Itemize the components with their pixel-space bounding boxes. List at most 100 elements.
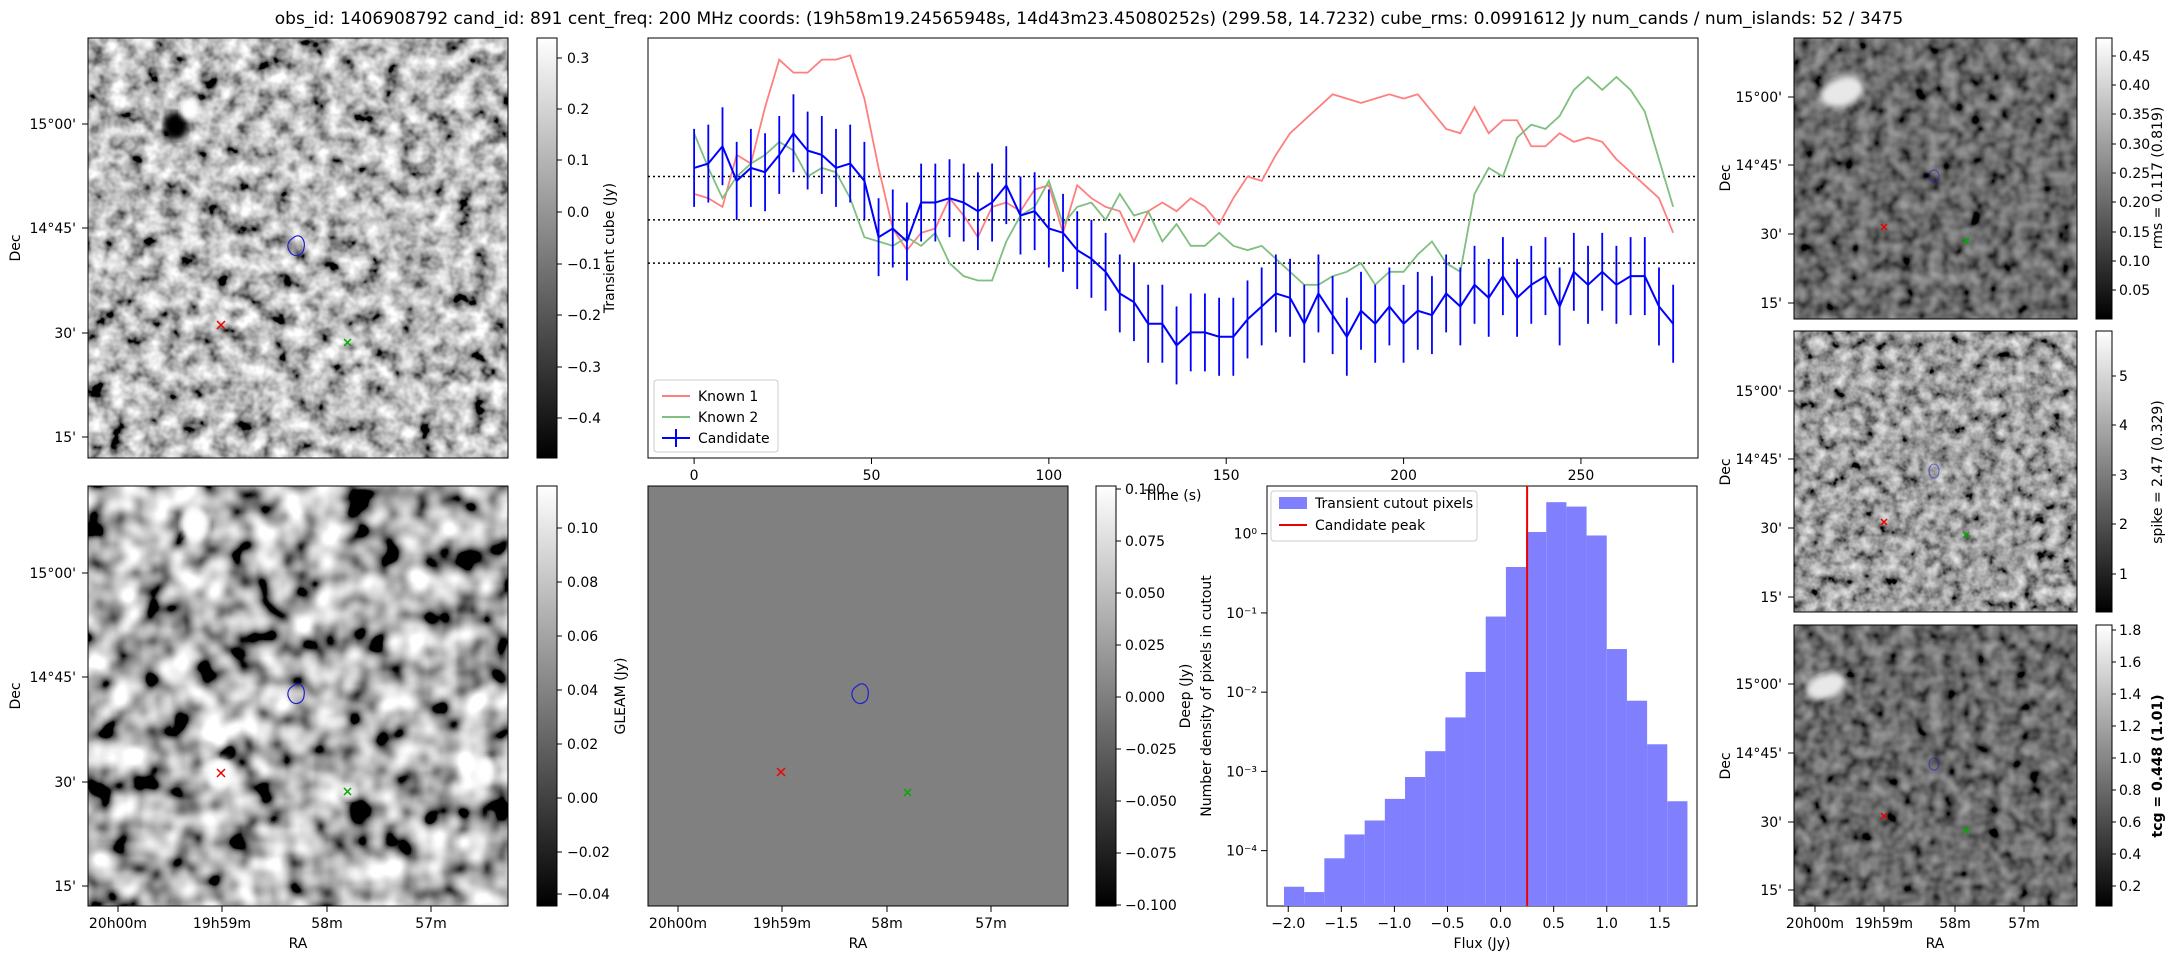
colorbar-tick-label: 0.02 [567,737,598,753]
tcg-image-frame [1793,624,2078,907]
dec-tick-label: 15°00' [1736,90,1782,106]
spike-image-panel: 15°00' 14°45' 30' 15' Dec [1718,330,2078,613]
colorbar-tick-label: 1.8 [2119,623,2141,639]
x-tick-label: 1.5 [1649,916,1671,932]
y-tick-label: 10⁻⁴ [1226,844,1257,860]
colorbar-tick-label: 0.20 [2119,195,2150,211]
colorbar-tick-label: 0.2 [567,102,589,118]
transient-colorbar: 0.3 0.2 0.1 0.0 −0.1 −0.2 −0.3 −0.4 Tran… [536,37,618,459]
y-tick-label: 10⁰ [1234,527,1258,543]
deep-source-blob [474,756,496,786]
x-tick-label: −2.0 [1271,916,1305,932]
ra-tick-label: 58m [871,916,902,932]
known-source-2-marker [1962,237,1970,245]
colorbar-tick-label: 0.8 [2119,783,2141,799]
ra-tick-label: 19h59m [193,916,251,932]
colorbar-label: tcg = 0.448 (1.01) [2150,695,2166,838]
colorbar-tick-label: −0.02 [567,845,610,861]
legend-entry-candidate-peak: Candidate peak [1315,518,1426,534]
colorbar-tick-label: 3 [2119,468,2128,484]
transient-colorbar-gradient [536,37,558,459]
candidate-contour [851,683,869,705]
dec-tick-label: 15' [1760,883,1782,899]
candidate-contour [1928,757,1940,771]
dec-axis-label: Dec [1718,458,1734,485]
histogram-bar [1586,535,1607,906]
spike-dec-ticks: 15°00' 14°45' 30' 15' [1736,384,1794,606]
dec-tick-label: 15°00' [1736,384,1782,400]
colorbar-tick-label: 0.08 [567,575,598,591]
deep-colorbar-gradient [536,485,558,907]
ra-tick-label: 20h00m [89,916,147,932]
dec-tick-label: 30' [54,775,76,791]
colorbar-tick-label: 0.6 [2119,815,2141,831]
ra-tick-label: 19h59m [1855,916,1913,932]
colorbar-tick-label: 5 [2119,369,2128,385]
y-tick-label: 10⁻² [1226,685,1257,701]
colorbar-label: Transient cube (Jy) [602,183,618,314]
candidate-contour [1928,463,1940,479]
series-line-candidate [693,131,1674,347]
transient-bright-blob [180,96,200,120]
colorbar-tick-label: 1.4 [2119,687,2141,703]
ra-axis-label: RA [289,936,308,952]
x-tick-label: −0.5 [1430,916,1464,932]
histogram-bar [1304,892,1325,906]
histogram-panel: −2.0 −1.5 −1.0 −0.5 0.0 0.5 1.0 1.5 10⁻⁴ 10⁻³ 10⁻… [1199,485,1698,952]
dec-tick-label: 14°45' [30,670,76,686]
colorbar-tick-label: −0.1 [567,257,601,273]
spike-image-frame [1793,330,2078,613]
colorbar-tick-label: 0.2 [2119,879,2141,895]
rms-colorbar-gradient [2095,37,2113,320]
colorbar-tick-label: 1.6 [2119,655,2141,671]
histogram-bar [1324,858,1345,906]
tcg-ra-ticks: 20h00m 19h59m 58m 57m [1786,906,2040,932]
colorbar-tick-label: 0.45 [2119,49,2150,65]
dec-tick-label: 14°45' [1736,452,1782,468]
x-tick-label: 200 [1390,468,1417,484]
colorbar-tick-label: 0.000 [1125,690,1165,706]
known-source-1-marker [1880,812,1888,820]
dec-tick-label: 14°45' [1736,746,1782,762]
histogram-legend: Transient cutout pixels Candidate peak [1270,490,1478,542]
colorbar-tick-label: 0.100 [1125,482,1165,498]
colorbar-tick-label: 0.30 [2119,137,2150,153]
histogram-bar [1364,820,1385,906]
dec-tick-label: 15' [1760,590,1782,606]
deep-image-frame [87,485,509,907]
colorbar-tick-label: 0.3 [567,51,589,67]
legend-entry-known-2: Known 2 [698,410,758,426]
histogram-bar [1505,566,1527,906]
gleam-image-panel: 20h00m 19h59m 58m 57m RA [647,485,1069,952]
rms-dec-ticks: 15°00' 14°45' 30' 15' [1736,90,1794,312]
colorbar-tick-label: −0.2 [567,308,601,324]
legend-entry-candidate: Candidate [698,431,770,447]
y-tick-label: 10⁻³ [1226,764,1257,780]
lightcurve-legend: Known 1 Known 2 Candidate [653,379,779,453]
ra-tick-label: 57m [975,916,1006,932]
histogram-bar [1485,616,1506,906]
known-source-1-marker [1880,223,1888,231]
deep-ra-ticks: 20h00m 19h59m 58m 57m [89,906,447,932]
colorbar-tick-label: 0.1 [567,153,589,169]
dec-tick-label: 14°45' [30,221,76,237]
gleam-image [647,485,1069,907]
rms-image-frame [1793,37,2078,320]
known-source-1-marker [216,320,226,330]
colorbar-tick-label: 0.10 [2119,254,2150,270]
histogram-xlabel: Flux (Jy) [1454,936,1511,952]
histogram-bar [1425,751,1446,906]
histogram-bar [1465,671,1486,906]
histogram-bar [1626,700,1648,906]
colorbar-label: Deep (Jy) [1178,664,1194,729]
ra-tick-label: 57m [415,916,446,932]
ra-tick-label: 20h00m [1786,916,1844,932]
spike-image [1794,331,2077,612]
colorbar-tick-label: 0.00 [567,791,598,807]
colorbar-tick-label: 0.25 [2119,166,2150,182]
x-tick-label: 50 [863,468,881,484]
deep-image [88,486,508,906]
dec-tick-label: 30' [54,326,76,342]
tcg-image-panel: 15°00' 14°45' 30' 15' Dec 20h00m 19h59m … [1718,624,2078,952]
